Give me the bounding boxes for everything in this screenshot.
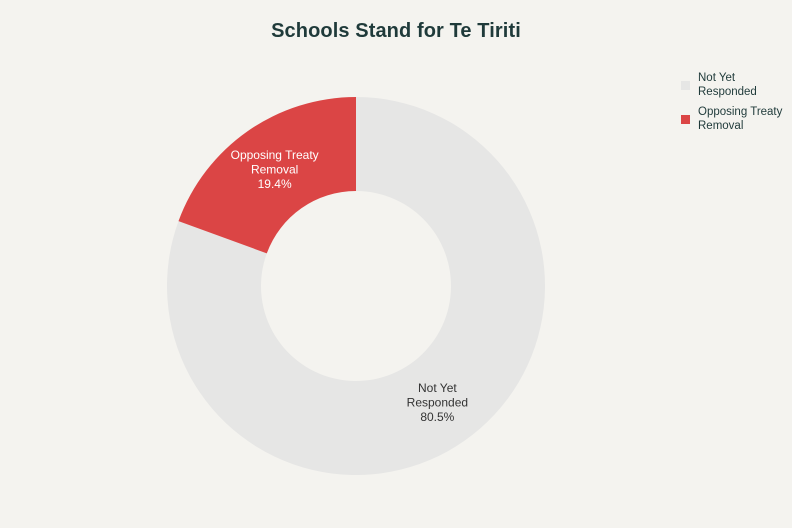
legend-swatch-opposing-treaty-removal [681, 115, 690, 124]
slice-label-not-yet-responded: Not Yet Responded 80.5% [407, 381, 468, 424]
legend-item-not-yet-responded[interactable]: Not Yet Responded [681, 71, 790, 99]
chart-title: Schools Stand for Te Tiriti [271, 20, 521, 42]
legend-label: Opposing Treaty Removal [698, 106, 783, 132]
legend: Not Yet Responded Opposing Treaty Remova… [681, 71, 790, 139]
legend-label: Not Yet Responded [698, 72, 757, 98]
legend-item-opposing-treaty-removal[interactable]: Opposing Treaty Removal [681, 105, 790, 133]
slice-label-opposing-treaty-removal: Opposing Treaty Removal 19.4% [231, 148, 319, 191]
legend-swatch-not-yet-responded [681, 81, 690, 90]
slice-opposing-treaty-removal[interactable] [178, 96, 356, 254]
slice-not-yet-responded[interactable] [167, 97, 545, 475]
